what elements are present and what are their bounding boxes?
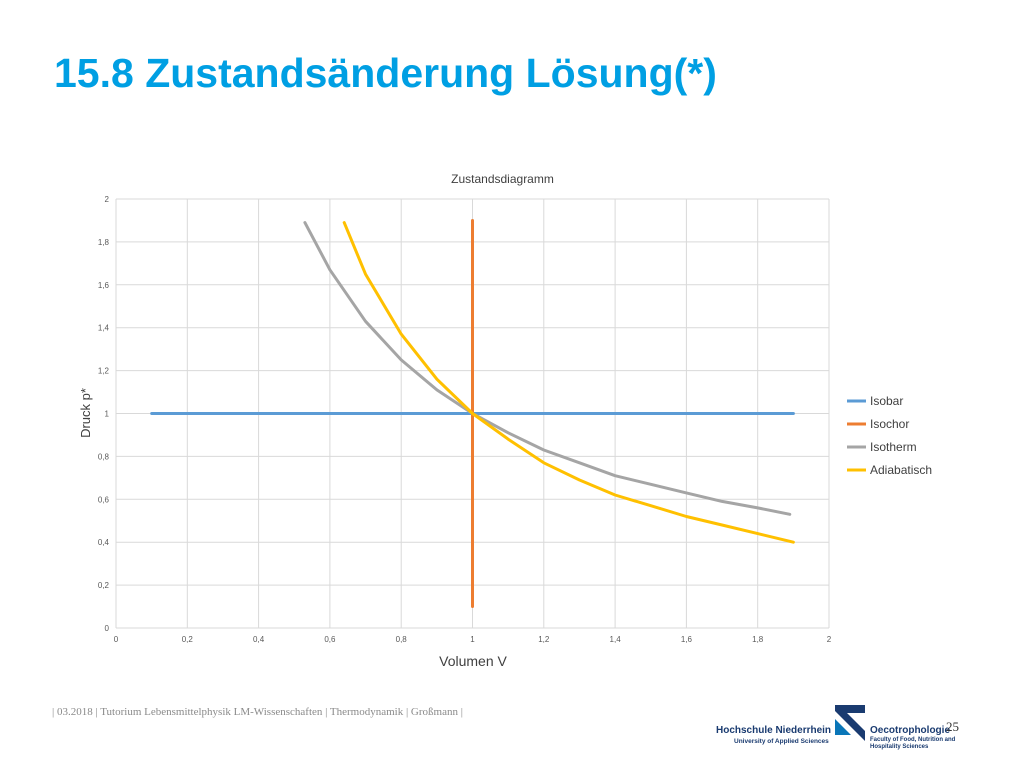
y-tick-label: 1,8 bbox=[98, 238, 110, 247]
y-tick-label: 0,4 bbox=[98, 538, 110, 547]
x-tick-label: 1,8 bbox=[752, 635, 764, 644]
legend-label-isotherm: Isotherm bbox=[870, 440, 917, 454]
legend-label-isobar: Isobar bbox=[870, 394, 903, 408]
university-logo: Hochschule Niederrhein University of App… bbox=[712, 703, 962, 753]
university-mark-icon bbox=[835, 705, 865, 741]
y-tick-label: 1 bbox=[105, 410, 110, 419]
x-tick-label: 2 bbox=[827, 635, 832, 644]
legend-label-isochor: Isochor bbox=[870, 417, 909, 431]
logo-school-subtitle: University of Applied Sciences bbox=[734, 738, 829, 745]
footer-text: | 03.2018 | Tutorium Lebensmittelphysik … bbox=[52, 706, 463, 718]
x-tick-label: 0,4 bbox=[253, 635, 265, 644]
legend-label-adiabatisch: Adiabatisch bbox=[870, 463, 932, 477]
y-axis-label: Druck p* bbox=[78, 388, 93, 438]
page-number: 25 bbox=[946, 719, 959, 734]
chart-title: Zustandsdiagramm bbox=[451, 172, 554, 186]
x-tick-label: 0,6 bbox=[324, 635, 336, 644]
y-tick-label: 1,2 bbox=[98, 367, 110, 376]
slide-title: 15.8 Zustandsänderung Lösung(*) bbox=[54, 50, 717, 96]
y-tick-label: 0 bbox=[105, 624, 110, 633]
logo-faculty-subtitle: Faculty of Food, Nutrition and Hospitali… bbox=[870, 737, 956, 750]
x-tick-label: 0 bbox=[114, 635, 119, 644]
y-tick-label: 0,2 bbox=[98, 581, 110, 590]
x-tick-label: 1,6 bbox=[681, 635, 693, 644]
y-tick-label: 1,4 bbox=[98, 324, 110, 333]
x-tick-label: 1,4 bbox=[610, 635, 622, 644]
x-tick-label: 1 bbox=[470, 635, 475, 644]
x-tick-label: 0,2 bbox=[182, 635, 194, 644]
series-line-adiabatisch bbox=[342, 221, 795, 544]
y-tick-label: 0,8 bbox=[98, 452, 110, 461]
x-axis-label: Volumen V bbox=[439, 653, 507, 669]
logo-school-name: Hochschule Niederrhein bbox=[716, 725, 832, 736]
x-tick-label: 0,8 bbox=[396, 635, 408, 644]
x-tick-label: 1,2 bbox=[538, 635, 550, 644]
y-tick-label: 1,6 bbox=[98, 281, 110, 290]
logo-faculty-name: Oecotrophologie bbox=[870, 725, 950, 736]
y-tick-label: 0,6 bbox=[98, 495, 110, 504]
y-tick-label: 2 bbox=[105, 195, 110, 204]
series-line-isotherm bbox=[303, 221, 792, 516]
